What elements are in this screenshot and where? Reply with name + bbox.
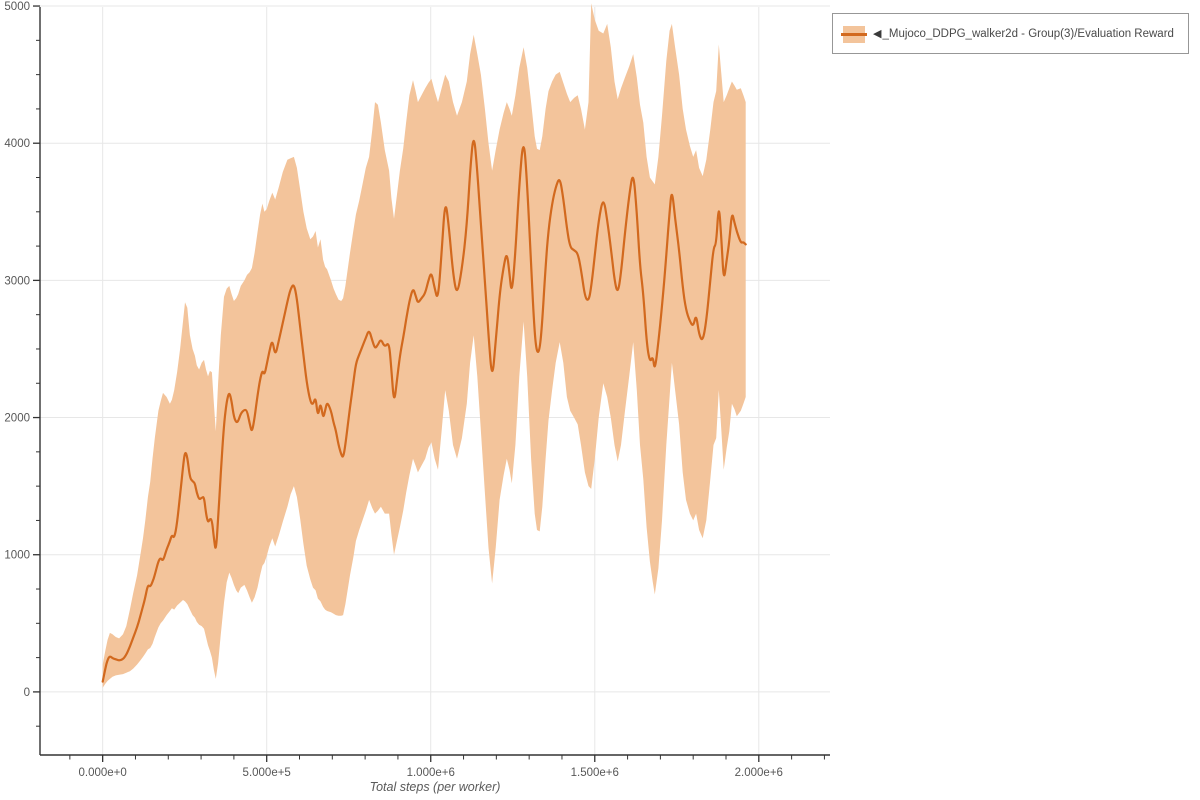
x-tick-label: 2.000e+6 xyxy=(735,767,783,779)
x-tick-label: 1.500e+6 xyxy=(571,767,619,779)
x-axis-title: Total steps (per worker) xyxy=(370,780,501,794)
x-tick-label: 1.000e+6 xyxy=(407,767,455,779)
legend-series-name: _Mujoco_DDPG_walker2d - Group(3)/Evaluat… xyxy=(882,28,1174,40)
x-tick-label: 5.000e+5 xyxy=(243,767,291,779)
y-tick-label: 2000 xyxy=(4,413,30,425)
legend-line-marker xyxy=(841,33,867,36)
legend-swatch xyxy=(841,26,867,43)
y-tick-label: 5000 xyxy=(4,1,30,13)
y-tick-label: 0 xyxy=(24,687,30,699)
x-tick-label: 0.000e+0 xyxy=(79,767,127,779)
y-tick-label: 1000 xyxy=(4,550,30,562)
reward-mean-line xyxy=(101,139,747,683)
confidence-band xyxy=(102,3,746,688)
legend-box: ◀_Mujoco_DDPG_walker2d - Group(3)/Evalua… xyxy=(832,13,1189,54)
legend-item[interactable]: ◀_Mujoco_DDPG_walker2d - Group(3)/Evalua… xyxy=(841,24,1178,45)
y-tick-label: 4000 xyxy=(4,138,30,150)
y-tick-label: 3000 xyxy=(4,275,30,287)
legend-label: ◀_Mujoco_DDPG_walker2d - Group(3)/Evalua… xyxy=(873,24,1178,45)
run-selector-arrow-icon: ◀ xyxy=(873,28,882,40)
